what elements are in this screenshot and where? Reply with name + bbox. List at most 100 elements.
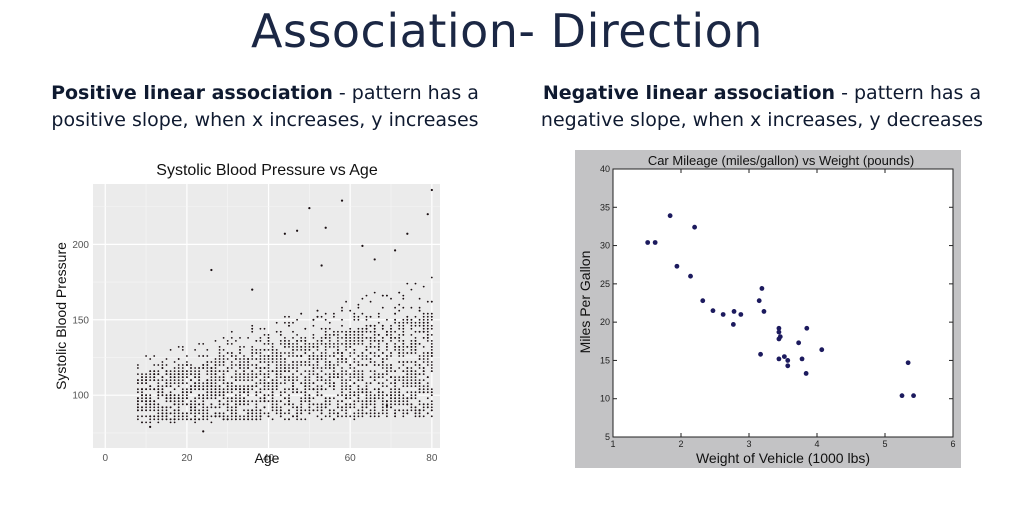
data-point: [194, 373, 197, 375]
data-point: [243, 370, 245, 372]
data-point: [222, 403, 225, 406]
data-point: [328, 382, 331, 384]
data-point: [255, 373, 258, 375]
data-point: [259, 397, 262, 400]
data-point: [341, 382, 343, 384]
data-point: [300, 337, 303, 339]
data-point: [406, 412, 409, 415]
data-point: [153, 373, 156, 375]
data-point: [239, 394, 241, 397]
data-point: [190, 388, 192, 391]
data-point: [210, 415, 213, 418]
data-point: [357, 334, 360, 336]
data-point: [394, 400, 396, 403]
data-point: [181, 346, 184, 348]
data-point: [157, 382, 160, 384]
data-point: [430, 318, 433, 321]
data-point: [390, 334, 392, 336]
data-point: [365, 412, 368, 415]
data-point: [169, 373, 172, 375]
data-point: [251, 388, 254, 391]
data-point: [137, 388, 139, 391]
data-point: [357, 391, 360, 394]
data-point: [426, 388, 429, 391]
data-point: [316, 409, 319, 412]
data-point: [304, 391, 307, 394]
data-point: [390, 406, 392, 409]
data-point: [426, 324, 429, 327]
outlier-point: [283, 232, 286, 235]
data-point: [235, 415, 237, 418]
data-point: [292, 367, 294, 369]
data-point: [390, 337, 392, 339]
data-point: [271, 394, 274, 397]
data-point: [275, 367, 278, 369]
data-point: [402, 397, 405, 400]
data-point: [210, 397, 213, 400]
data-point: [141, 415, 143, 418]
data-point: [153, 418, 156, 421]
data-point: [275, 376, 278, 378]
data-point: [267, 364, 270, 366]
data-point: [149, 373, 152, 375]
data-point: [349, 373, 352, 375]
data-point: [373, 409, 376, 412]
data-point: [218, 415, 221, 418]
data-point: [430, 415, 433, 418]
data-point: [324, 343, 327, 345]
data-point: [271, 418, 274, 421]
data-point: [422, 361, 425, 363]
data-point: [394, 409, 396, 412]
data-point: [300, 400, 303, 403]
data-point: [279, 382, 282, 384]
data-point: [341, 388, 343, 391]
data-point: [333, 367, 335, 369]
data-point: [381, 376, 384, 378]
data-point: [259, 340, 262, 342]
data-point: [177, 385, 180, 387]
x-tick-label: 5: [882, 439, 887, 449]
data-point: [214, 361, 217, 363]
data-point: [198, 373, 201, 375]
data-point: [137, 379, 139, 381]
data-point: [259, 409, 262, 412]
data-point: [390, 297, 392, 300]
data-point: [218, 376, 221, 378]
data-point: [320, 327, 323, 330]
data-point: [300, 382, 303, 384]
data-point: [263, 349, 266, 351]
data-point: [300, 346, 303, 348]
data-point: [186, 403, 188, 406]
data-point: [357, 412, 360, 415]
data-point: [394, 394, 396, 397]
data-point: [333, 373, 335, 375]
data-point: [186, 418, 188, 421]
data-point: [398, 340, 401, 342]
data-point: [288, 379, 290, 381]
data-point: [357, 409, 360, 412]
data-point: [369, 358, 372, 360]
data-point: [320, 337, 323, 339]
data-point: [402, 376, 405, 378]
data-point: [418, 388, 421, 391]
data-point: [777, 334, 783, 340]
data-point: [247, 385, 250, 387]
data-point: [357, 415, 360, 418]
data-point: [369, 382, 372, 384]
data-point: [181, 364, 184, 366]
data-point: [710, 308, 716, 314]
data-point: [300, 312, 303, 315]
data-point: [345, 334, 347, 336]
data-point: [426, 403, 429, 406]
data-point: [361, 352, 364, 354]
data-point: [308, 370, 311, 372]
data-point: [292, 388, 294, 391]
data-point: [137, 403, 139, 406]
data-point: [259, 355, 262, 357]
data-point: [279, 358, 282, 360]
data-point: [243, 358, 245, 360]
data-point: [337, 376, 339, 378]
data-point: [198, 388, 201, 391]
data-point: [239, 364, 241, 366]
data-point: [275, 388, 278, 391]
